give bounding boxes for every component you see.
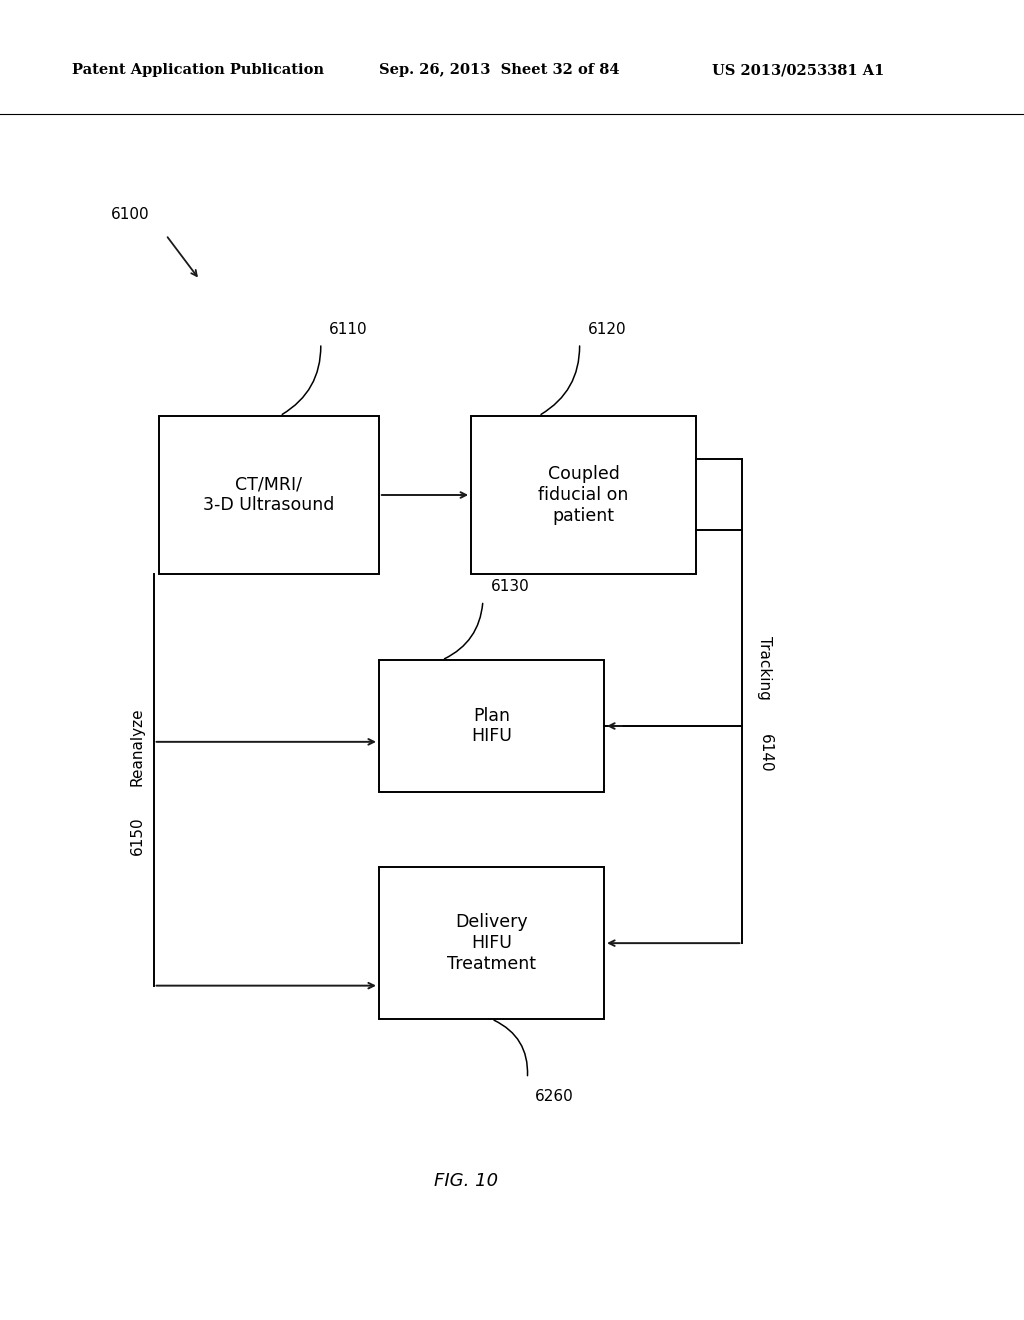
Text: FIG. 10: FIG. 10 [434,1172,498,1191]
Text: Delivery
HIFU
Treatment: Delivery HIFU Treatment [447,913,536,973]
Text: 6120: 6120 [588,322,627,337]
Text: 6130: 6130 [492,579,529,594]
Text: 6260: 6260 [535,1089,573,1104]
Text: CT/MRI/
3-D Ultrasound: CT/MRI/ 3-D Ultrasound [203,475,335,515]
Bar [379,660,604,792]
Text: Plan
HIFU: Plan HIFU [471,706,512,746]
Bar [379,867,604,1019]
Bar [159,416,379,574]
Text: Coupled
fiducial on
patient: Coupled fiducial on patient [539,465,629,525]
Text: Patent Application Publication: Patent Application Publication [72,63,324,78]
Text: 6140: 6140 [758,734,772,774]
Text: 6110: 6110 [329,322,368,337]
Bar [471,416,696,574]
Text: US 2013/0253381 A1: US 2013/0253381 A1 [712,63,884,78]
Text: 6100: 6100 [111,207,150,222]
Text: Tracking: Tracking [758,636,772,700]
Text: Sep. 26, 2013  Sheet 32 of 84: Sep. 26, 2013 Sheet 32 of 84 [379,63,620,78]
Text: Reanalyze: Reanalyze [130,708,144,787]
Text: 6150: 6150 [130,816,144,854]
